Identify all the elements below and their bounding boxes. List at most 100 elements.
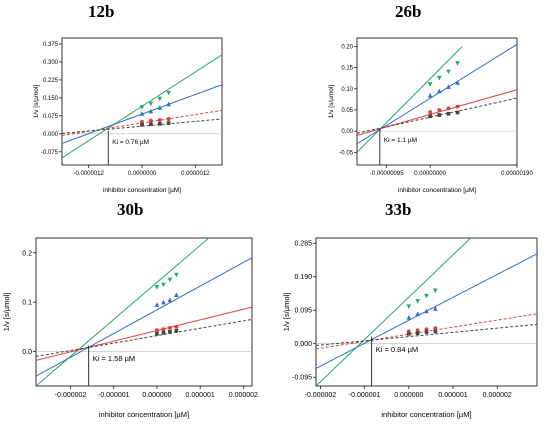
y-tick-label: -0.075 (41, 150, 59, 156)
data-point (166, 117, 171, 121)
fit-line-2 (357, 89, 517, 136)
data-point (446, 84, 451, 89)
ki-label: Ki = 0.76 µM (112, 139, 149, 146)
panel-title: 33b (385, 200, 412, 219)
fit-line-3 (36, 318, 252, 357)
x-tick-label: 0.000002 (483, 392, 512, 399)
data-point (424, 308, 429, 314)
data-point (161, 327, 166, 332)
data-point (433, 329, 438, 334)
data-point (157, 96, 163, 102)
panel-title: 26b (395, 2, 422, 21)
data-point (406, 332, 411, 336)
data-point (455, 80, 460, 85)
data-point (415, 299, 420, 304)
y-tick-label: 0.20 (341, 45, 353, 51)
data-point (166, 90, 171, 96)
data-point (406, 314, 412, 320)
data-point (140, 119, 144, 124)
x-tick-label: -0.000001 (98, 392, 130, 399)
data-point (455, 104, 460, 109)
x-tick-label: 0.000001 (438, 392, 467, 399)
data-point (433, 306, 438, 311)
x-tick-label: 0.000001 (186, 392, 215, 399)
data-point (455, 110, 460, 115)
panel-title: 12b (88, 2, 115, 21)
data-point (433, 326, 438, 331)
y-tick-label: 0.000 (294, 341, 312, 348)
chart-33b: -0.000002 -0.000001 0.000000 0.000001 0.0000… (282, 237, 538, 419)
x-tick-label: -0.000002 (305, 392, 337, 399)
data-point (424, 293, 429, 299)
fit-line-1 (36, 257, 252, 377)
data-point (437, 113, 442, 117)
data-point (436, 75, 442, 81)
data-point (446, 106, 451, 111)
data-point (406, 304, 412, 310)
chart-26b: -0.00000095 0.00000000 0.00000190 -0.05 0.00… (328, 37, 534, 194)
y-tick-label: 0.285 (294, 241, 312, 248)
y-tick-label: 0.05 (341, 108, 353, 114)
data-point (161, 330, 166, 335)
y-axis-label: 1/v [s/µmol] (282, 293, 291, 332)
panel-title: 30b (117, 200, 144, 219)
data-point (167, 325, 172, 330)
y-tick-label: 0.095 (294, 308, 312, 315)
data-point (446, 111, 451, 116)
x-tick-label: 0.000000 (394, 392, 423, 399)
data-point (424, 330, 429, 334)
y-tick-label: 0.0 (22, 349, 32, 356)
x-tick-label: 0.0000000 (128, 171, 157, 177)
data-point (166, 121, 171, 125)
data-point (161, 299, 166, 305)
data-point (148, 108, 154, 114)
y-tick-label: 0.225 (43, 78, 59, 84)
data-point (427, 92, 433, 98)
data-point (139, 111, 145, 116)
data-point (455, 61, 460, 66)
data-point (148, 118, 153, 123)
data-point (155, 328, 159, 333)
fit-line-0 (36, 238, 210, 386)
data-point (154, 285, 160, 290)
x-tick-label: -0.0000012 (73, 171, 104, 177)
data-point (168, 329, 172, 334)
y-tick-label: -0.095 (292, 375, 312, 382)
data-point (437, 108, 442, 112)
data-point (415, 331, 420, 335)
chart-30b: -0.000002 -0.000001 0.000000 0.000001 0.0000… (2, 237, 258, 419)
data-point (428, 110, 433, 115)
y-tick-label: 0.075 (43, 114, 59, 120)
data-point (433, 288, 438, 294)
x-axis-label: inhibitor concentration [µM] (398, 187, 476, 194)
y-tick-label: 0.2 (22, 250, 32, 257)
x-tick-label: 0.00000190 (501, 171, 533, 177)
plot-area (36, 238, 252, 386)
plot-area (62, 54, 222, 159)
y-tick-label: 0.10 (341, 87, 353, 93)
x-axis-label: inhibitor concentration [µM] (99, 410, 189, 419)
ki-label: Ki = 0.84 µM (376, 345, 418, 354)
data-point (415, 311, 420, 317)
y-tick-label: 0.300 (43, 60, 59, 66)
data-point (174, 272, 179, 278)
y-tick-label: 0.190 (294, 274, 312, 281)
x-tick-label: 0.000000 (142, 392, 171, 399)
fit-line-3 (357, 97, 517, 134)
y-tick-label: 0.150 (43, 96, 59, 102)
x-axis-label: inhibitor concentration [µM] (381, 410, 471, 419)
y-tick-label: 0.375 (43, 42, 59, 48)
data-point (424, 327, 429, 332)
data-point (149, 122, 153, 127)
data-point (140, 122, 144, 127)
x-axis-label: inhibitor concentration [µM] (103, 187, 181, 194)
plot-frame (315, 237, 538, 387)
x-tick-label: -0.000002 (55, 392, 87, 399)
data-point (157, 105, 163, 110)
data-point (157, 117, 162, 122)
x-tick-label: 0.000002 (229, 392, 258, 399)
data-point (139, 105, 145, 110)
data-point (174, 328, 179, 333)
data-point (166, 101, 171, 107)
y-axis-label: 1/v [s/µmol] (2, 293, 11, 332)
